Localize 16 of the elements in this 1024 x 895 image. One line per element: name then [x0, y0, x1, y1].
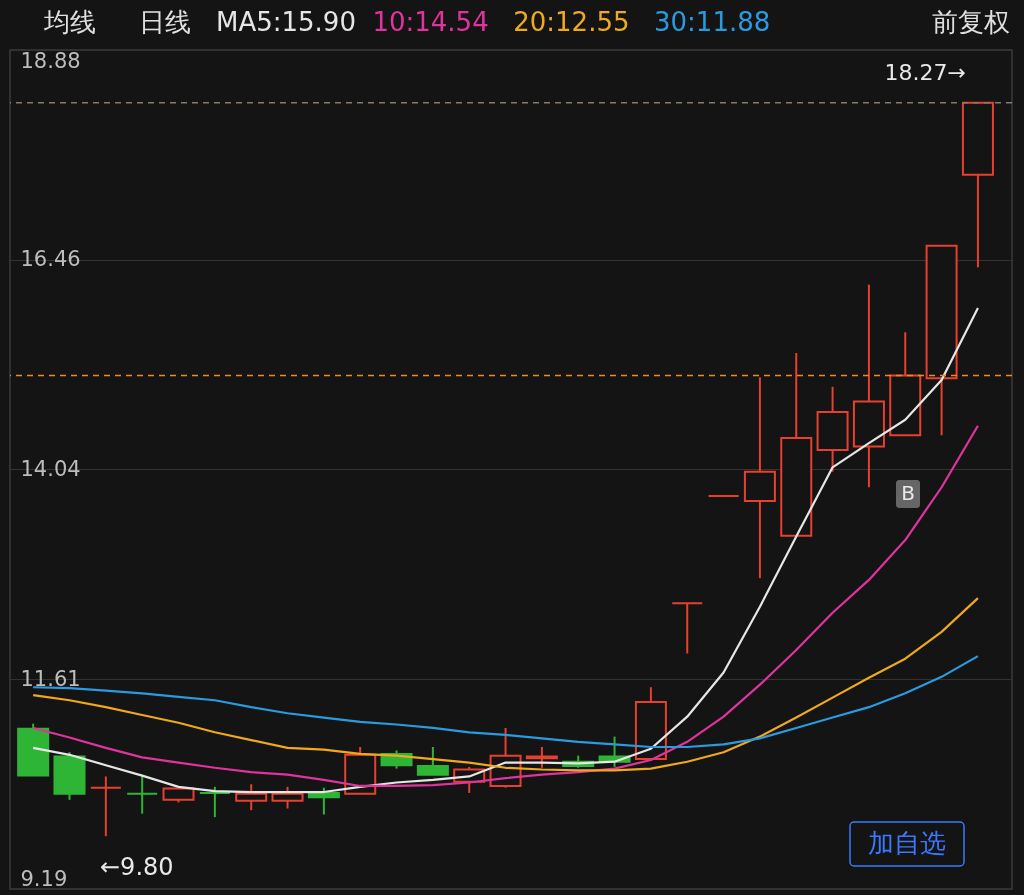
y-tick-label: 11.61 — [20, 666, 81, 691]
annotation: 18.27→ — [884, 59, 966, 85]
text: 均线 — [43, 7, 96, 37]
text: 20:12.55 — [513, 7, 630, 37]
y-tick-label: 18.88 — [20, 48, 81, 73]
annotation: 加自选 — [868, 828, 946, 858]
annotation: ←9.80 — [100, 853, 174, 881]
y-tick-label: 16.46 — [20, 247, 81, 272]
text: 30:11.88 — [654, 7, 771, 37]
text: 日线 — [139, 7, 191, 37]
annotation: B — [901, 481, 915, 505]
text: 10:14.54 — [372, 7, 489, 37]
text: MA5:15.90 — [216, 7, 356, 37]
y-tick-label: 14.04 — [20, 456, 81, 481]
y-tick-label: 9.19 — [20, 866, 68, 891]
text: 前复权 — [932, 7, 1010, 37]
